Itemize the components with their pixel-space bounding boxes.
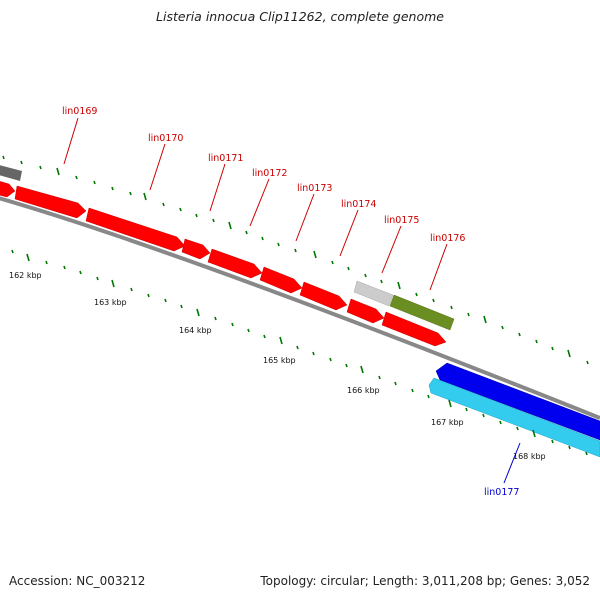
genome-backbone [0, 196, 600, 420]
tick-label: 165 kbp [263, 356, 296, 365]
gene-lin0173[interactable] [259, 266, 303, 294]
gene-lin0176[interactable] [381, 311, 447, 347]
genome-stats-text: Topology: circular; Length: 3,011,208 bp… [260, 574, 590, 588]
reverse-label-leader [503, 442, 521, 484]
forward-gene-labels: lin0169 lin0170 lin0171 lin0172 lin0173 … [62, 106, 465, 244]
gene-label-lin0172[interactable]: lin0172 [252, 168, 287, 179]
tick-label: 163 kbp [94, 298, 127, 307]
gene-lin0170[interactable] [85, 207, 186, 252]
tick-labels: 162 kbp 163 kbp 164 kbp 165 kbp 166 kbp … [9, 271, 546, 461]
gene-olive[interactable] [389, 294, 455, 331]
upper-tick-row [2, 155, 589, 365]
gene-lin0177[interactable] [428, 377, 600, 458]
tick-label: 166 kbp [347, 386, 380, 395]
gene-lin0175[interactable] [346, 298, 385, 324]
gene-label-lin0171[interactable]: lin0171 [208, 153, 243, 164]
gene-label-lin0174[interactable]: lin0174 [341, 199, 376, 210]
lower-tick-row [11, 249, 588, 456]
gene-reverse-blue[interactable] [435, 362, 600, 441]
gene-label-lin0169[interactable]: lin0169 [62, 106, 97, 117]
gene-lin0172[interactable] [207, 248, 263, 279]
gene-label-lin0176[interactable]: lin0176 [430, 233, 465, 244]
tick-label: 167 kbp [431, 418, 464, 427]
tick-label: 168 kbp [513, 452, 546, 461]
reverse-track [428, 362, 600, 458]
gene-label-lin0173[interactable]: lin0173 [297, 183, 332, 194]
gene-label-lin0177[interactable]: lin0177 [484, 487, 519, 498]
gene-lin0171[interactable] [181, 238, 211, 260]
forward-label-leaders [63, 117, 448, 291]
gene-lin0168[interactable] [0, 180, 16, 198]
forward-track [0, 164, 447, 347]
gene-label-lin0170[interactable]: lin0170 [148, 133, 183, 144]
gene-lin0174[interactable] [299, 281, 348, 311]
accession-text: Accession: NC_003212 [9, 574, 146, 588]
tick-label: 164 kbp [179, 326, 212, 335]
gene-lin0169[interactable] [14, 185, 87, 219]
tick-label: 162 kbp [9, 271, 42, 280]
gene-label-lin0175[interactable]: lin0175 [384, 215, 419, 226]
gene-light-gray[interactable] [353, 280, 394, 307]
secondary-track [353, 280, 455, 331]
map-title: Listeria innocua Clip11262, complete gen… [156, 9, 444, 24]
gene-left-gray[interactable] [0, 164, 22, 181]
